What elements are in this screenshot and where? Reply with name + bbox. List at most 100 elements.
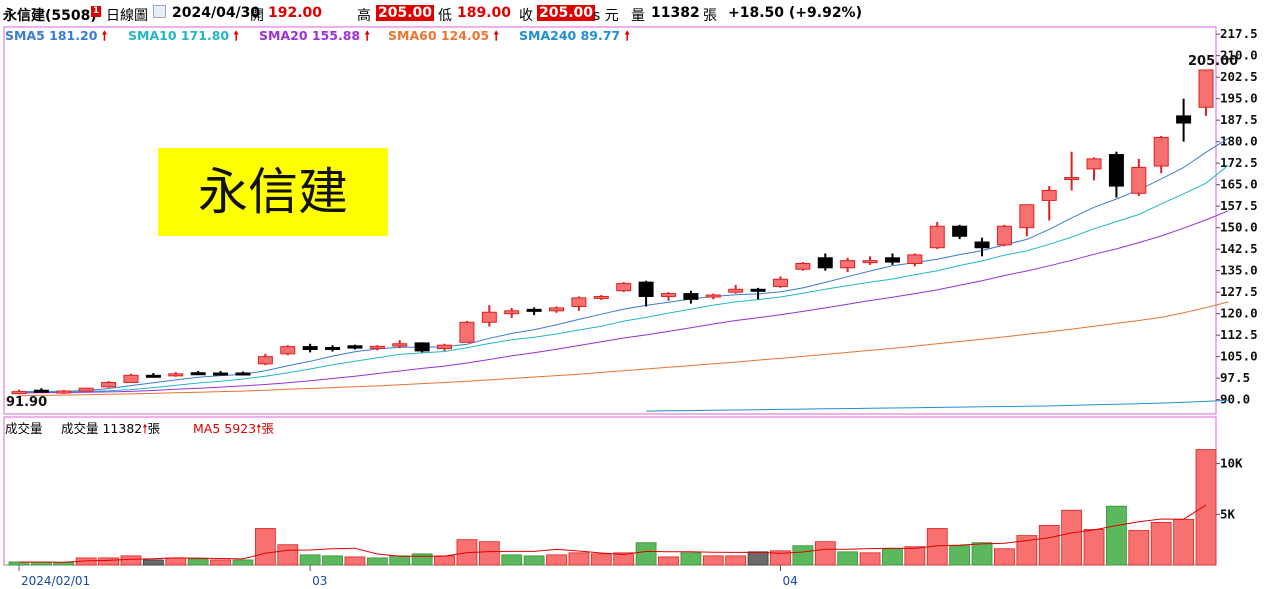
price-ytick-label: 127.5 <box>1220 284 1258 299</box>
price-ytick-label: 210.0 <box>1220 48 1258 63</box>
candle-body <box>1086 158 1102 170</box>
low-value: 189.00 <box>457 5 512 21</box>
candle-body <box>817 257 833 269</box>
candle-body <box>526 308 542 312</box>
candle-body <box>593 295 609 299</box>
candle <box>56 389 72 394</box>
volume-legend-value: 成交量 11382 <box>61 421 143 436</box>
low-label: 低 <box>438 8 452 24</box>
checkbox-icon[interactable] <box>153 5 166 18</box>
candle <box>952 224 968 240</box>
volume-bar <box>904 546 926 566</box>
candle-body <box>549 307 565 312</box>
period-label[interactable]: 日線圖 <box>106 8 148 24</box>
candle <box>660 292 676 301</box>
candle <box>1064 151 1080 191</box>
candle <box>526 307 542 316</box>
candle-body <box>1153 136 1169 167</box>
price-change: +18.50 (+9.92%) <box>728 5 862 21</box>
volume-bar <box>165 557 187 566</box>
price-ytick-label: 195.0 <box>1220 91 1258 106</box>
candle-body <box>257 356 273 365</box>
volume-bar <box>1150 522 1172 566</box>
candle <box>280 345 296 356</box>
sma-line-sma10 <box>18 164 1229 393</box>
volume-bar <box>747 551 769 566</box>
volume-bar <box>389 555 411 566</box>
sma60-legend: SMA60 124.05 🠕 <box>388 27 499 48</box>
candle <box>1086 157 1102 181</box>
candle-body <box>705 294 721 298</box>
price-ytick-label: 180.0 <box>1220 134 1258 149</box>
volume-bar <box>523 555 545 566</box>
volume-bar <box>1128 530 1150 566</box>
price-ytick-label: 142.5 <box>1220 241 1258 256</box>
candle <box>459 320 475 343</box>
candle <box>817 253 833 271</box>
volume-bar <box>1061 509 1083 566</box>
candle <box>392 340 408 349</box>
volume-bar <box>882 548 903 566</box>
volume-bar <box>210 559 231 566</box>
candle-body <box>235 372 251 376</box>
candle-body <box>862 260 878 264</box>
candle-body <box>459 321 475 343</box>
candle-body <box>504 310 520 315</box>
candle-body <box>101 381 117 388</box>
candle-body <box>325 346 341 350</box>
candle <box>257 353 273 366</box>
volume-bar <box>568 552 590 566</box>
volume-bar <box>546 554 567 566</box>
volume-bar <box>680 552 702 566</box>
candle <box>1131 158 1147 197</box>
candle <box>347 344 363 350</box>
up-arrow-icon: 🠕 <box>364 28 370 43</box>
flag-badge[interactable]: 1 <box>91 6 101 17</box>
candle <box>325 345 341 352</box>
candle <box>1198 69 1214 116</box>
candle-body <box>750 288 766 292</box>
candle-body <box>11 391 27 395</box>
up-arrow-icon: 🠕 <box>101 28 108 43</box>
volume-bar <box>859 552 881 566</box>
volume-legend-unit: 張 <box>147 421 161 436</box>
close-label: 收 <box>519 8 533 24</box>
candle-body <box>616 283 632 292</box>
candle-body <box>728 288 744 293</box>
candle-body <box>414 342 430 352</box>
candle-body <box>683 293 699 300</box>
sma5-legend: SMA5 181.20 🠕 <box>5 27 107 48</box>
candle <box>168 372 184 377</box>
volume-bar <box>1195 449 1217 566</box>
volume-bar <box>232 559 254 566</box>
x-tick-label: 2024/02/01 <box>21 574 90 588</box>
volume-ma5-line <box>19 504 1207 563</box>
candle <box>907 253 923 267</box>
candle-body <box>1019 204 1035 229</box>
volume-bar <box>1106 505 1127 566</box>
price-ytick-label: 105.0 <box>1220 349 1258 364</box>
candle <box>101 381 117 388</box>
volume-bar <box>837 551 859 566</box>
price-ytick-label: 202.5 <box>1220 69 1258 84</box>
candle-body <box>33 389 49 393</box>
volume-bar <box>254 528 276 566</box>
candle-body <box>78 387 94 392</box>
candle-body <box>123 374 139 383</box>
candle-body <box>1064 177 1080 180</box>
quote-header: 永信建(5508) 1 日線圖 2024/04/30 開 192.00 高 20… <box>0 0 1278 26</box>
candle-body <box>1041 189 1057 201</box>
x-tick-label: 03 <box>312 574 327 588</box>
candle-body <box>280 346 296 355</box>
candle-body <box>952 225 968 237</box>
volume-ytick-label: 10K <box>1220 456 1243 471</box>
volume-bar <box>1016 535 1038 566</box>
candle <box>571 296 587 311</box>
price-ytick-label: 157.5 <box>1220 198 1258 213</box>
candle <box>78 387 94 392</box>
price-ytick-label: 187.5 <box>1220 112 1258 127</box>
sma-line-sma5 <box>18 137 1229 393</box>
candle <box>369 345 385 351</box>
candle <box>549 306 565 313</box>
